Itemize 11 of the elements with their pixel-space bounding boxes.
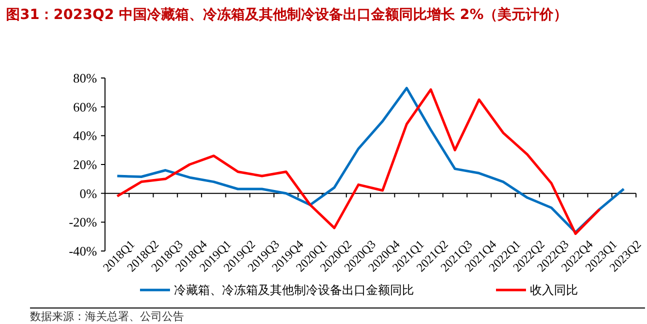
y-tick-label: 40% <box>73 128 98 144</box>
y-tick-label: 80% <box>73 70 98 86</box>
source-note: 数据来源：海关总署、公司公告 <box>30 310 184 323</box>
y-tick-label: 20% <box>73 157 98 172</box>
y-tick-label: 60% <box>73 99 98 114</box>
y-tick-label: -20% <box>68 214 98 230</box>
legend-label: 收入同比 <box>530 283 578 298</box>
chart-title: 图31：2023Q2 中国冷藏箱、冷冻箱及其他制冷设备出口金额同比增长 2%（美元计价） <box>5 6 569 25</box>
y-tick-label: -40% <box>68 244 98 259</box>
legend-label: 冷藏箱、冷冻箱及其他制冷设备出口金额同比 <box>174 283 414 298</box>
y-tick-label: 0% <box>80 186 98 201</box>
